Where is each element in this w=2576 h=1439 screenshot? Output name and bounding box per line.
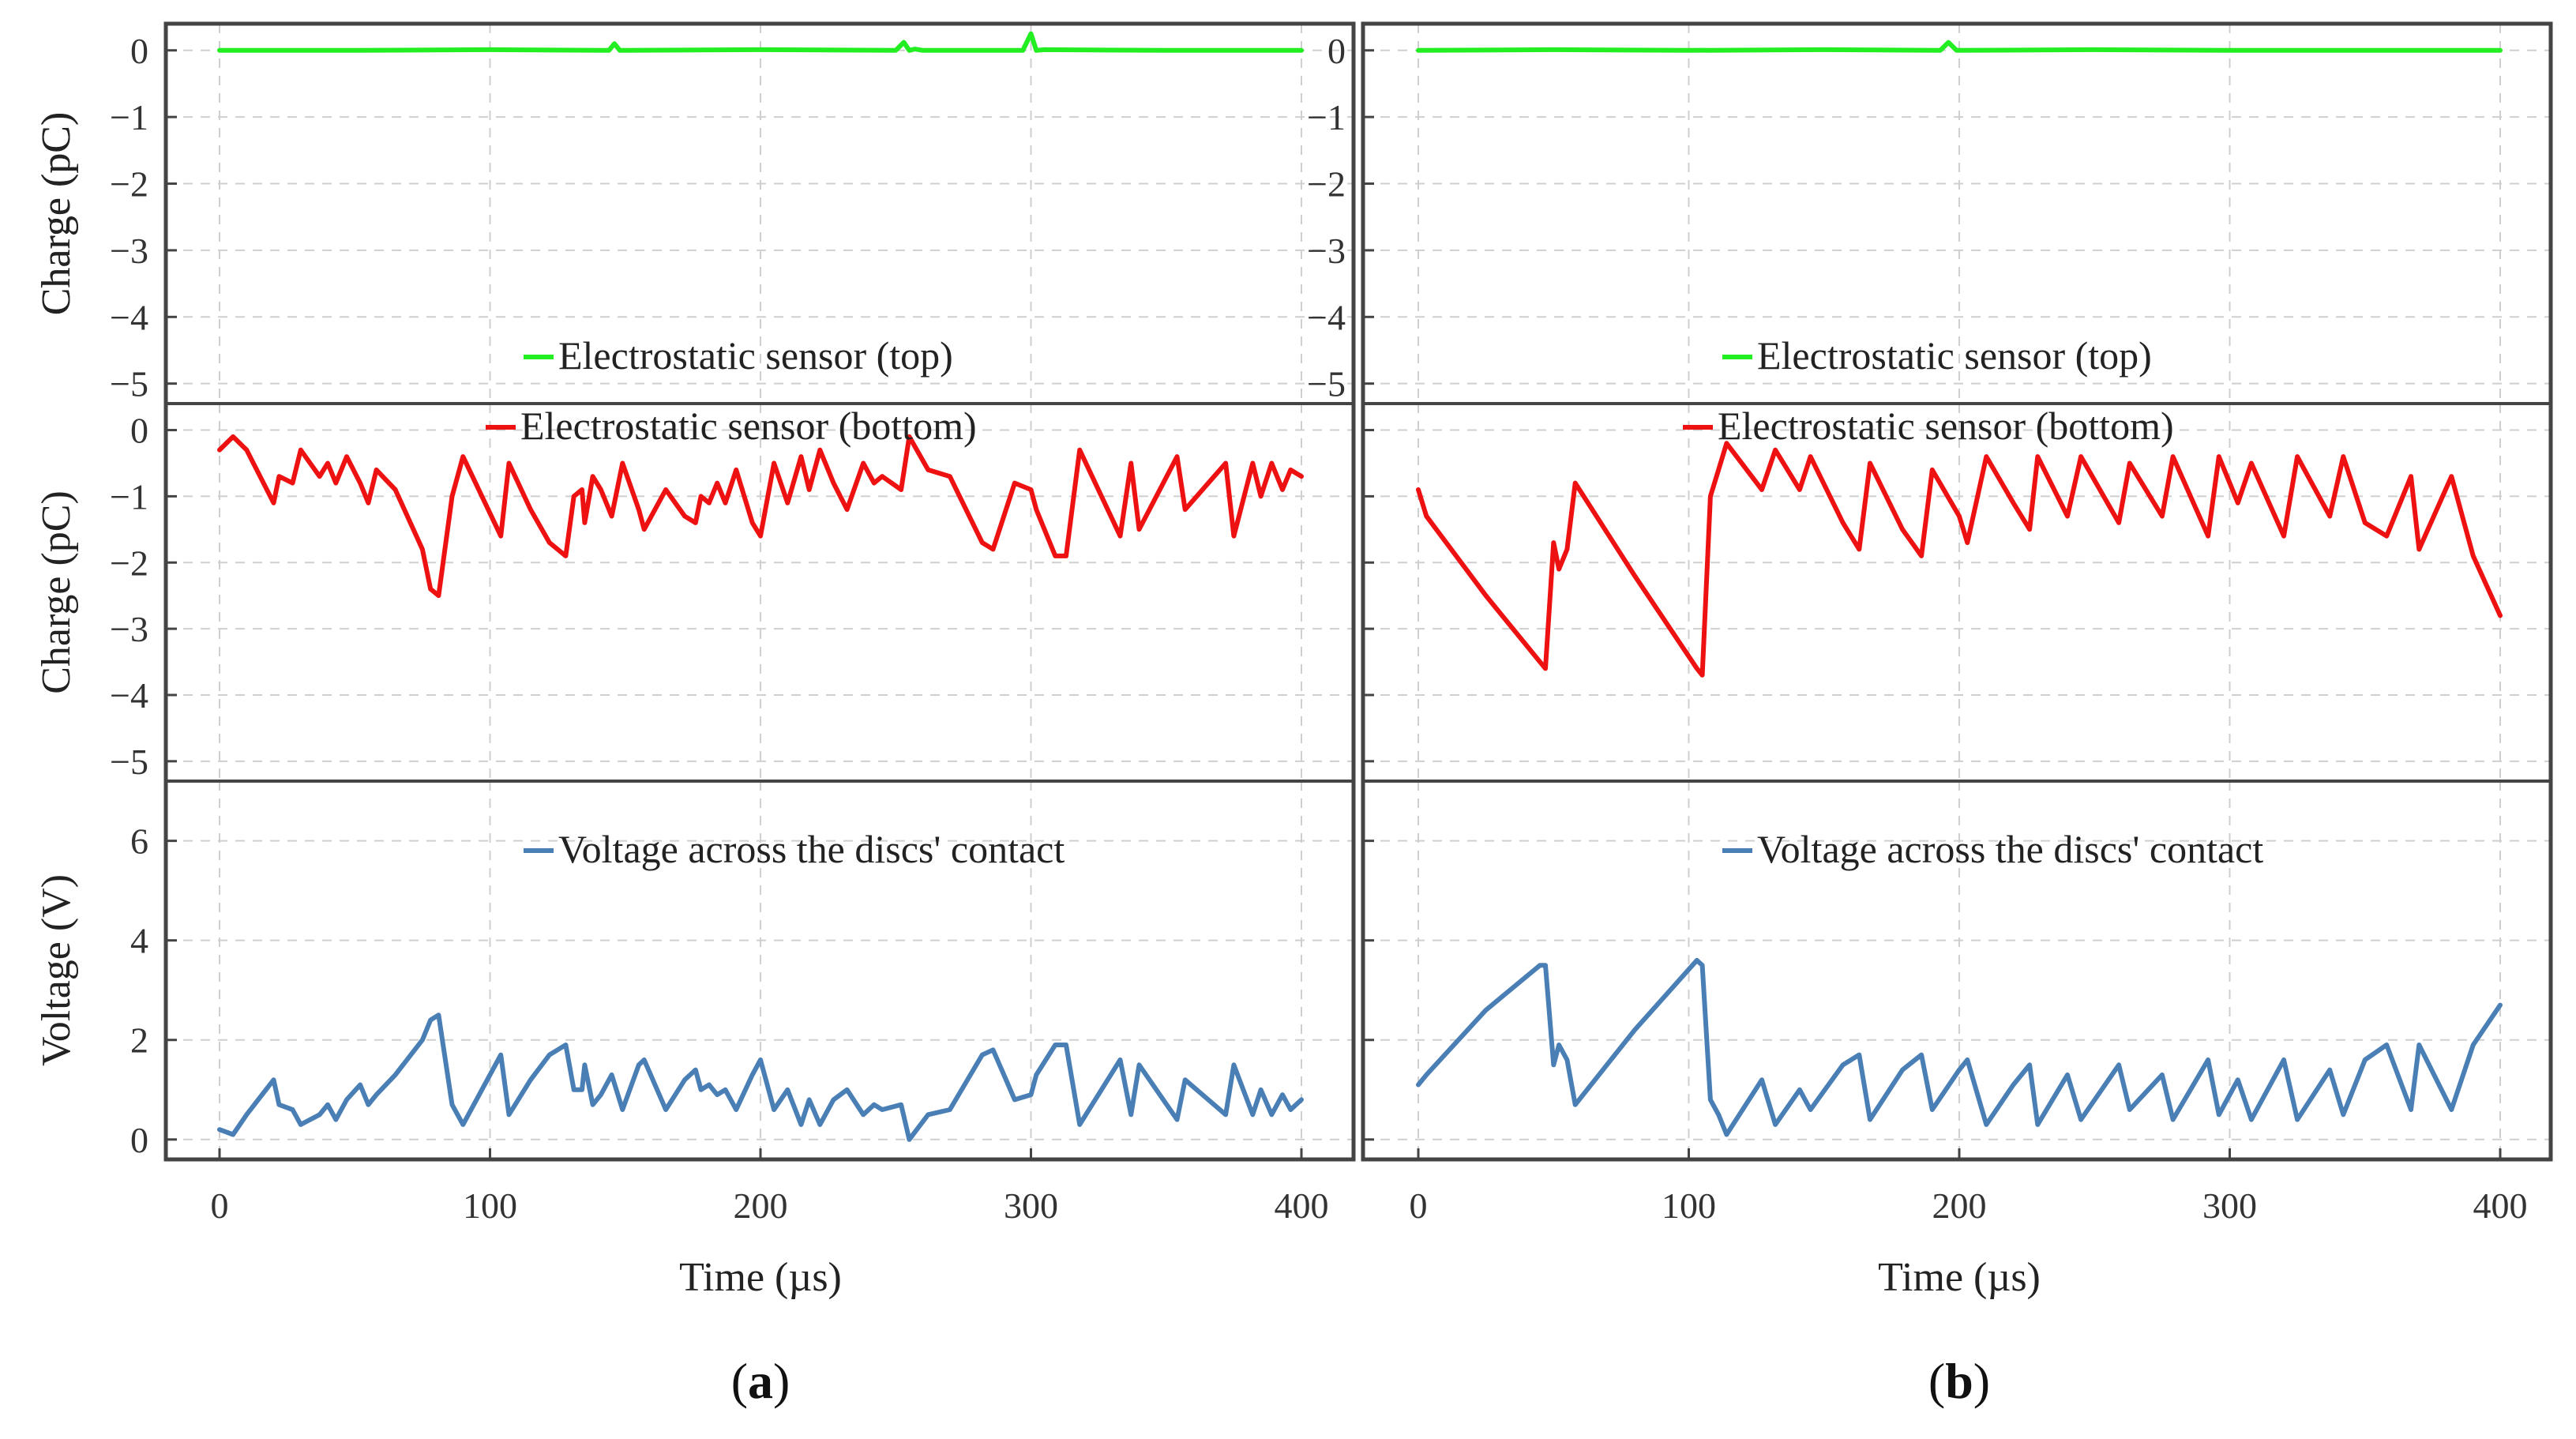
panel-middle: Electrostatic sensor (bottom) xyxy=(1363,404,2551,781)
legend-label: Electrostatic sensor (bottom) xyxy=(520,404,977,448)
y-tick-label: −2 xyxy=(110,164,148,205)
legend: Electrostatic sensor (top) xyxy=(1722,333,2152,378)
x-tick-label: 400 xyxy=(1275,1185,1329,1226)
panel-middle: 0 −1 −2 −3 −4 −5 Charge (pC) Electrostatic sens… xyxy=(34,404,1354,782)
caption-open: ( xyxy=(731,1353,748,1409)
caption-open: ( xyxy=(1928,1353,1945,1409)
series-line xyxy=(217,1013,1304,1142)
x-tick-label: 100 xyxy=(463,1185,517,1226)
plot-frame xyxy=(163,21,1356,1162)
y-tick-label: 0 xyxy=(130,31,148,71)
caption-close: ) xyxy=(773,1353,790,1409)
y-tick-label: −5 xyxy=(110,742,148,782)
y-tick-label: 6 xyxy=(130,821,148,862)
y-tick-label: −2 xyxy=(1307,164,1346,205)
y-tick-label: −4 xyxy=(1307,297,1346,337)
x-tick-label: 300 xyxy=(1004,1185,1058,1226)
plot-frame xyxy=(1361,21,2553,1162)
caption-letter: b xyxy=(1945,1353,1973,1409)
panel-top: 0 −1 −2 −3 −4 −5 Charge (pC) Electrostatic sens… xyxy=(34,24,2551,404)
y-tick-label: −5 xyxy=(110,364,148,404)
x-axis-label: Time (µs) xyxy=(679,1255,842,1300)
legend: Electrostatic sensor (top) xyxy=(524,333,953,378)
y-tick-label: −3 xyxy=(110,609,148,649)
legend-label: Electrostatic sensor (top) xyxy=(1757,333,2152,378)
x-axis-label: Time (µs) xyxy=(1878,1255,2041,1300)
series-line xyxy=(1416,957,2503,1137)
legend: Electrostatic sensor (bottom) xyxy=(1683,404,2174,448)
series-line xyxy=(1416,441,2503,678)
x-tick-label: 300 xyxy=(2202,1185,2257,1226)
chart-b: 0 −1 −2 −3 −4 −5 Charge (pC) Electrostatic sens… xyxy=(34,21,2553,1409)
y-tick-label: −3 xyxy=(110,231,148,271)
panel-bottom: 0 2 4 6 Voltage (V) Voltage across the discs'… xyxy=(34,781,1354,1160)
y-axis-label: Charge (pC) xyxy=(34,490,79,694)
y-tick-label: 0 xyxy=(1327,31,1346,71)
caption-letter: a xyxy=(748,1353,773,1409)
y-axis-label: Charge (pC) xyxy=(34,112,79,316)
x-tick-label: 100 xyxy=(1662,1185,1716,1226)
legend-label: Voltage across the discs' contact xyxy=(558,827,1065,871)
legend: Voltage across the discs' contact xyxy=(1722,827,2263,871)
y-tick-label: −3 xyxy=(1307,231,1346,271)
x-tick-label: 0 xyxy=(211,1185,229,1226)
x-tick-label: 400 xyxy=(2473,1185,2528,1226)
y-tick-label: 0 xyxy=(130,411,148,451)
panel-bottom: Voltage across the discs' contact xyxy=(1363,781,2551,1159)
legend-label: Electrostatic sensor (bottom) xyxy=(1718,404,2174,448)
y-axis-label: Charge (pC) xyxy=(34,112,79,316)
panel-caption: (b) xyxy=(1928,1353,1990,1409)
y-tick-label: −1 xyxy=(110,97,148,137)
legend-label: Voltage across the discs' contact xyxy=(1757,827,2263,871)
x-tick-label: 200 xyxy=(734,1185,788,1226)
y-tick-label: 4 xyxy=(130,921,148,961)
series-line xyxy=(217,434,1304,599)
y-tick-label: −1 xyxy=(1307,97,1346,137)
y-tick-label: 2 xyxy=(130,1020,148,1061)
y-tick-label: 0 xyxy=(130,1120,148,1160)
legend-label: Electrostatic sensor (top) xyxy=(558,333,953,378)
panel-caption: (a) xyxy=(731,1353,790,1409)
x-tick-label: 0 xyxy=(1410,1185,1428,1226)
legend: Voltage across the discs' contact xyxy=(524,827,1065,871)
y-tick-label: −4 xyxy=(110,297,148,337)
panel-top: 0 −1 −2 −3 −4 −5 Charge (pC) Electrostatic sens… xyxy=(34,24,1354,404)
chart-a: 0 −1 −2 −3 −4 −5 Charge (pC) Electrostatic sens… xyxy=(34,21,1356,1409)
y-tick-label: −2 xyxy=(110,543,148,583)
caption-close: ) xyxy=(1973,1353,1990,1409)
legend: Electrostatic sensor (bottom) xyxy=(486,404,977,448)
y-tick-label: −1 xyxy=(110,476,148,517)
series-line xyxy=(217,31,1304,53)
y-axis-label: Voltage (V) xyxy=(34,874,79,1066)
y-tick-label: −5 xyxy=(1307,364,1346,404)
series-line xyxy=(1416,39,2503,53)
y-tick-label: −4 xyxy=(110,675,148,716)
x-tick-label: 200 xyxy=(1932,1185,1987,1226)
